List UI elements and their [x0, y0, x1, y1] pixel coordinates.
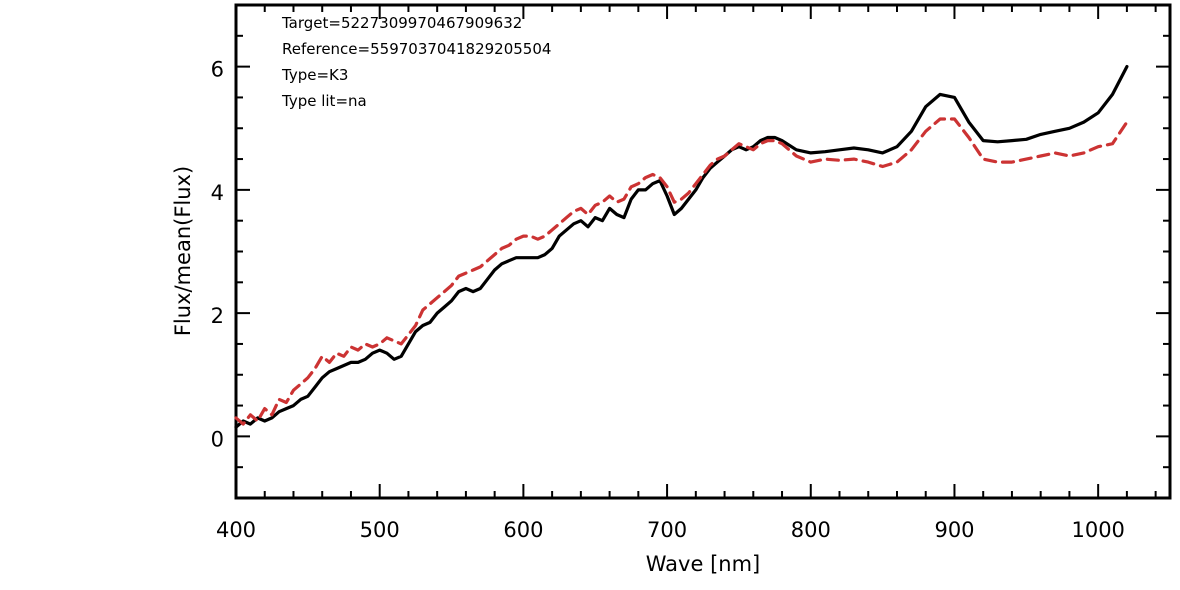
- series-target-line: [234, 65, 1129, 429]
- y-tick-label-2: 2: [211, 304, 224, 328]
- x-tick-label-800: 800: [791, 518, 831, 542]
- annotation-reference: Reference=5597037041829205504: [282, 40, 551, 58]
- x-axis-title: Wave [nm]: [646, 552, 760, 576]
- annotation-type-lit: Type lit=na: [281, 92, 367, 110]
- x-tick-label-900: 900: [934, 518, 974, 542]
- annotation-type: Type=K3: [281, 66, 348, 84]
- axis-ticks: [235, 4, 1170, 499]
- y-tick-label-6: 6: [211, 58, 224, 82]
- series-layer: [234, 65, 1129, 429]
- x-tick-label-500: 500: [360, 518, 400, 542]
- x-tick-label-600: 600: [503, 518, 543, 542]
- x-tick-label-1000: 1000: [1071, 518, 1124, 542]
- plot-frame: [234, 3, 1172, 500]
- annotation-target: Target=5227309970467909632: [281, 14, 522, 32]
- y-axis-title: Flux/mean(Flux): [171, 166, 195, 336]
- y-tick-label-4: 4: [211, 181, 224, 205]
- x-tick-label-700: 700: [647, 518, 687, 542]
- x-tick-label-400: 400: [216, 518, 256, 542]
- series-reference-line: [234, 117, 1129, 426]
- y-tick-label-0: 0: [211, 427, 224, 451]
